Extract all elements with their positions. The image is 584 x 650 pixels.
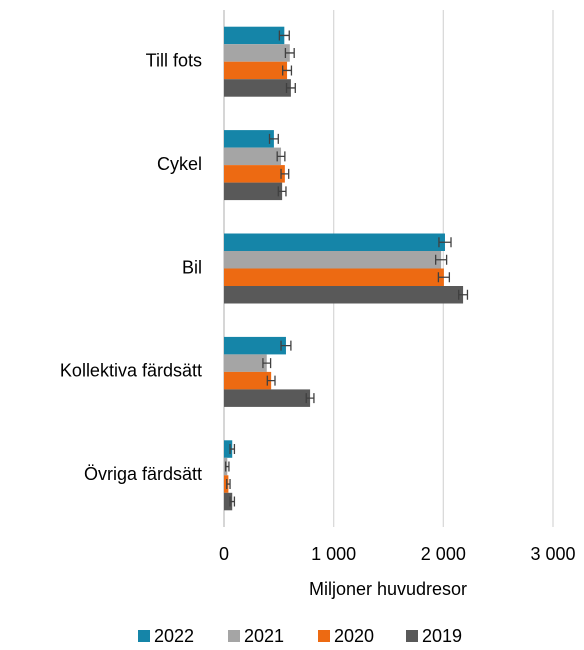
bar — [224, 492, 233, 511]
error-bar — [277, 186, 287, 197]
error-bar — [262, 358, 272, 369]
error-bar — [437, 272, 451, 283]
legend-swatch — [228, 630, 240, 642]
error-bar — [266, 375, 276, 386]
bar — [224, 268, 444, 286]
error-bar — [278, 30, 290, 41]
bar — [224, 130, 274, 148]
error-bar — [435, 254, 448, 265]
error-bar — [268, 133, 279, 144]
bar — [224, 371, 272, 390]
bar — [224, 354, 267, 372]
x-tick-label: 1 000 — [311, 544, 356, 564]
y-tick-label: Cykel — [157, 154, 202, 174]
x-tick-label: 3 000 — [530, 544, 575, 564]
bar — [224, 389, 311, 407]
legend-swatch — [406, 630, 418, 642]
bar — [224, 79, 291, 97]
error-bar — [229, 496, 236, 507]
bar — [224, 440, 233, 458]
bar — [224, 26, 285, 45]
error-bar — [276, 151, 286, 162]
error-bar — [226, 479, 231, 490]
bar — [224, 44, 290, 62]
x-axis-title: Miljoner huvudresor — [309, 579, 467, 599]
legend-label: 2022 — [154, 626, 194, 646]
legend-label: 2019 — [422, 626, 462, 646]
bar — [224, 182, 283, 201]
bar — [224, 336, 286, 355]
error-bar — [280, 168, 290, 179]
legend-swatch — [318, 630, 330, 642]
bar — [224, 165, 285, 183]
error-bar — [305, 393, 315, 404]
bar — [224, 286, 464, 304]
error-bar — [224, 461, 230, 472]
error-bar — [282, 65, 293, 76]
error-bar — [280, 340, 292, 351]
y-tick-label: Kollektiva färdsätt — [60, 361, 202, 381]
y-tick-label: Övriga färdsätt — [84, 464, 202, 484]
error-bar — [229, 444, 236, 455]
y-tick-label: Till fots — [146, 50, 202, 70]
error-bar — [284, 47, 295, 58]
bar — [224, 251, 442, 269]
legend-label: 2020 — [334, 626, 374, 646]
legend-swatch — [138, 630, 150, 642]
x-tick-label: 2 000 — [421, 544, 466, 564]
legend-label: 2021 — [244, 626, 284, 646]
error-bar — [458, 289, 469, 300]
y-tick-label: Bil — [182, 257, 202, 277]
error-bar — [285, 82, 296, 93]
error-bar — [438, 237, 452, 248]
x-tick-label: 0 — [219, 544, 229, 564]
bar — [224, 61, 288, 80]
bar — [224, 233, 445, 251]
bar — [224, 147, 282, 166]
